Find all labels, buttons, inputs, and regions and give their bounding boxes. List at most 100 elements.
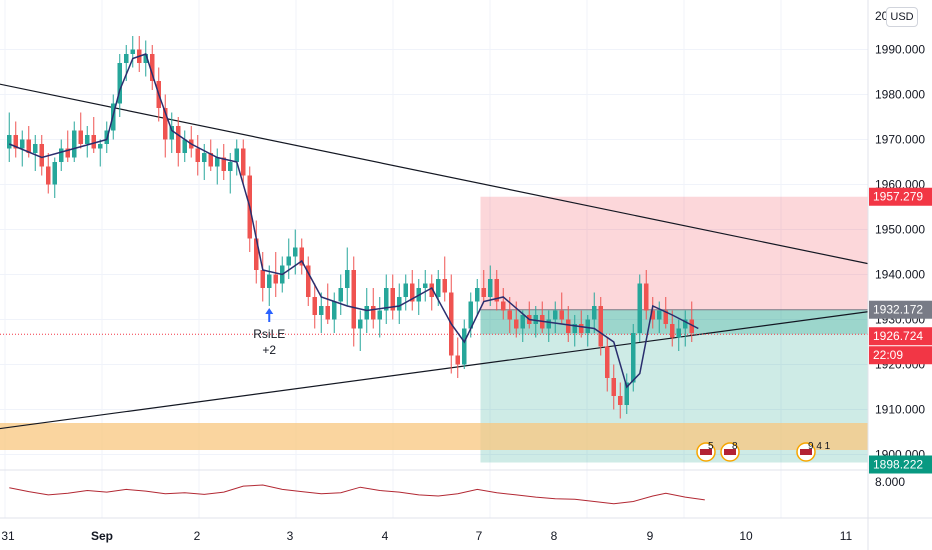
stop-price-tag-bg[interactable] [869,187,932,206]
candle[interactable] [676,328,682,338]
candle[interactable] [20,139,25,149]
candle[interactable] [481,288,487,297]
candle[interactable] [33,144,38,153]
candle[interactable] [553,310,558,320]
candle[interactable] [410,283,415,302]
candle[interactable] [592,306,597,320]
entry-price-tag-bg[interactable] [869,300,932,319]
candle[interactable] [228,162,233,171]
candle[interactable] [312,297,318,315]
candle[interactable] [390,288,396,311]
candle[interactable] [611,378,617,396]
candle[interactable] [475,288,480,302]
trendline-1[interactable] [0,72,878,267]
candle[interactable] [78,130,84,145]
candle[interactable] [221,157,227,172]
candle[interactable] [267,274,272,289]
candle[interactable] [585,319,591,334]
candle[interactable] [26,139,32,154]
candle[interactable] [442,279,448,293]
candle[interactable] [605,346,610,379]
candle[interactable] [65,148,71,158]
candle[interactable] [462,328,467,365]
candle[interactable] [566,319,571,334]
candle[interactable] [286,256,292,266]
candle[interactable] [215,157,220,167]
candle[interactable] [163,108,168,140]
candle[interactable] [325,306,331,320]
candle[interactable] [345,270,350,288]
candle[interactable] [182,139,188,154]
candle[interactable] [520,315,526,329]
candle[interactable] [117,63,123,104]
candle[interactable] [202,153,207,162]
candle[interactable] [514,319,519,329]
candle[interactable] [176,126,181,153]
candle[interactable] [98,144,103,149]
candle[interactable] [13,135,19,149]
candle[interactable] [559,310,565,320]
candle[interactable] [7,135,12,149]
candle[interactable] [143,54,149,63]
candle[interactable] [689,319,695,334]
moving-average-line[interactable] [9,53,699,389]
candle[interactable] [650,310,656,320]
candle[interactable] [683,319,688,329]
candle[interactable] [39,144,45,167]
countdown-tag-bg[interactable] [869,346,932,365]
candle[interactable] [670,324,675,338]
candle[interactable] [195,148,201,163]
candle[interactable] [52,162,58,185]
candle[interactable] [397,297,402,311]
candle[interactable] [579,324,584,333]
candle[interactable] [631,333,636,383]
candle[interactable] [423,283,428,289]
candle[interactable] [306,265,311,298]
candle[interactable] [533,315,539,324]
candle[interactable] [169,126,175,140]
candle[interactable] [598,306,604,347]
candle[interactable] [273,274,279,284]
candle[interactable] [358,319,363,329]
candle[interactable] [663,310,669,325]
last-price-tag-bg[interactable] [869,327,932,346]
candle[interactable] [436,279,441,297]
position-risk-zone[interactable] [480,196,869,310]
candle[interactable] [293,247,298,257]
candle[interactable] [637,283,643,334]
candle[interactable] [299,247,305,266]
candle[interactable] [468,301,474,329]
candle[interactable] [494,279,500,302]
candle[interactable] [371,306,376,320]
candle[interactable] [507,310,513,320]
candle[interactable] [208,153,214,167]
candle[interactable] [501,301,506,311]
target-price-tag-bg[interactable] [869,455,932,474]
candle[interactable] [657,310,662,320]
candle[interactable] [241,148,246,176]
candle[interactable] [384,288,389,311]
signal-arrow-icon[interactable] [265,308,274,322]
candle[interactable] [254,238,259,271]
candle[interactable] [130,49,136,55]
candle[interactable] [150,54,155,81]
candle[interactable] [91,135,97,149]
support-zone[interactable] [0,423,868,450]
candle[interactable] [377,310,383,320]
candle[interactable] [618,396,623,405]
candle[interactable] [234,148,240,163]
candle[interactable] [46,166,51,185]
candle[interactable] [429,283,435,298]
candle[interactable] [319,306,324,315]
candle[interactable] [624,382,630,406]
trendline-2[interactable] [0,309,878,437]
candle[interactable] [364,306,370,320]
candle[interactable] [85,135,90,144]
candle[interactable] [488,279,493,297]
candle[interactable] [338,288,344,302]
candle[interactable] [351,270,357,329]
candle[interactable] [546,319,552,329]
candle[interactable] [332,301,337,320]
rsi-line[interactable] [9,484,705,505]
